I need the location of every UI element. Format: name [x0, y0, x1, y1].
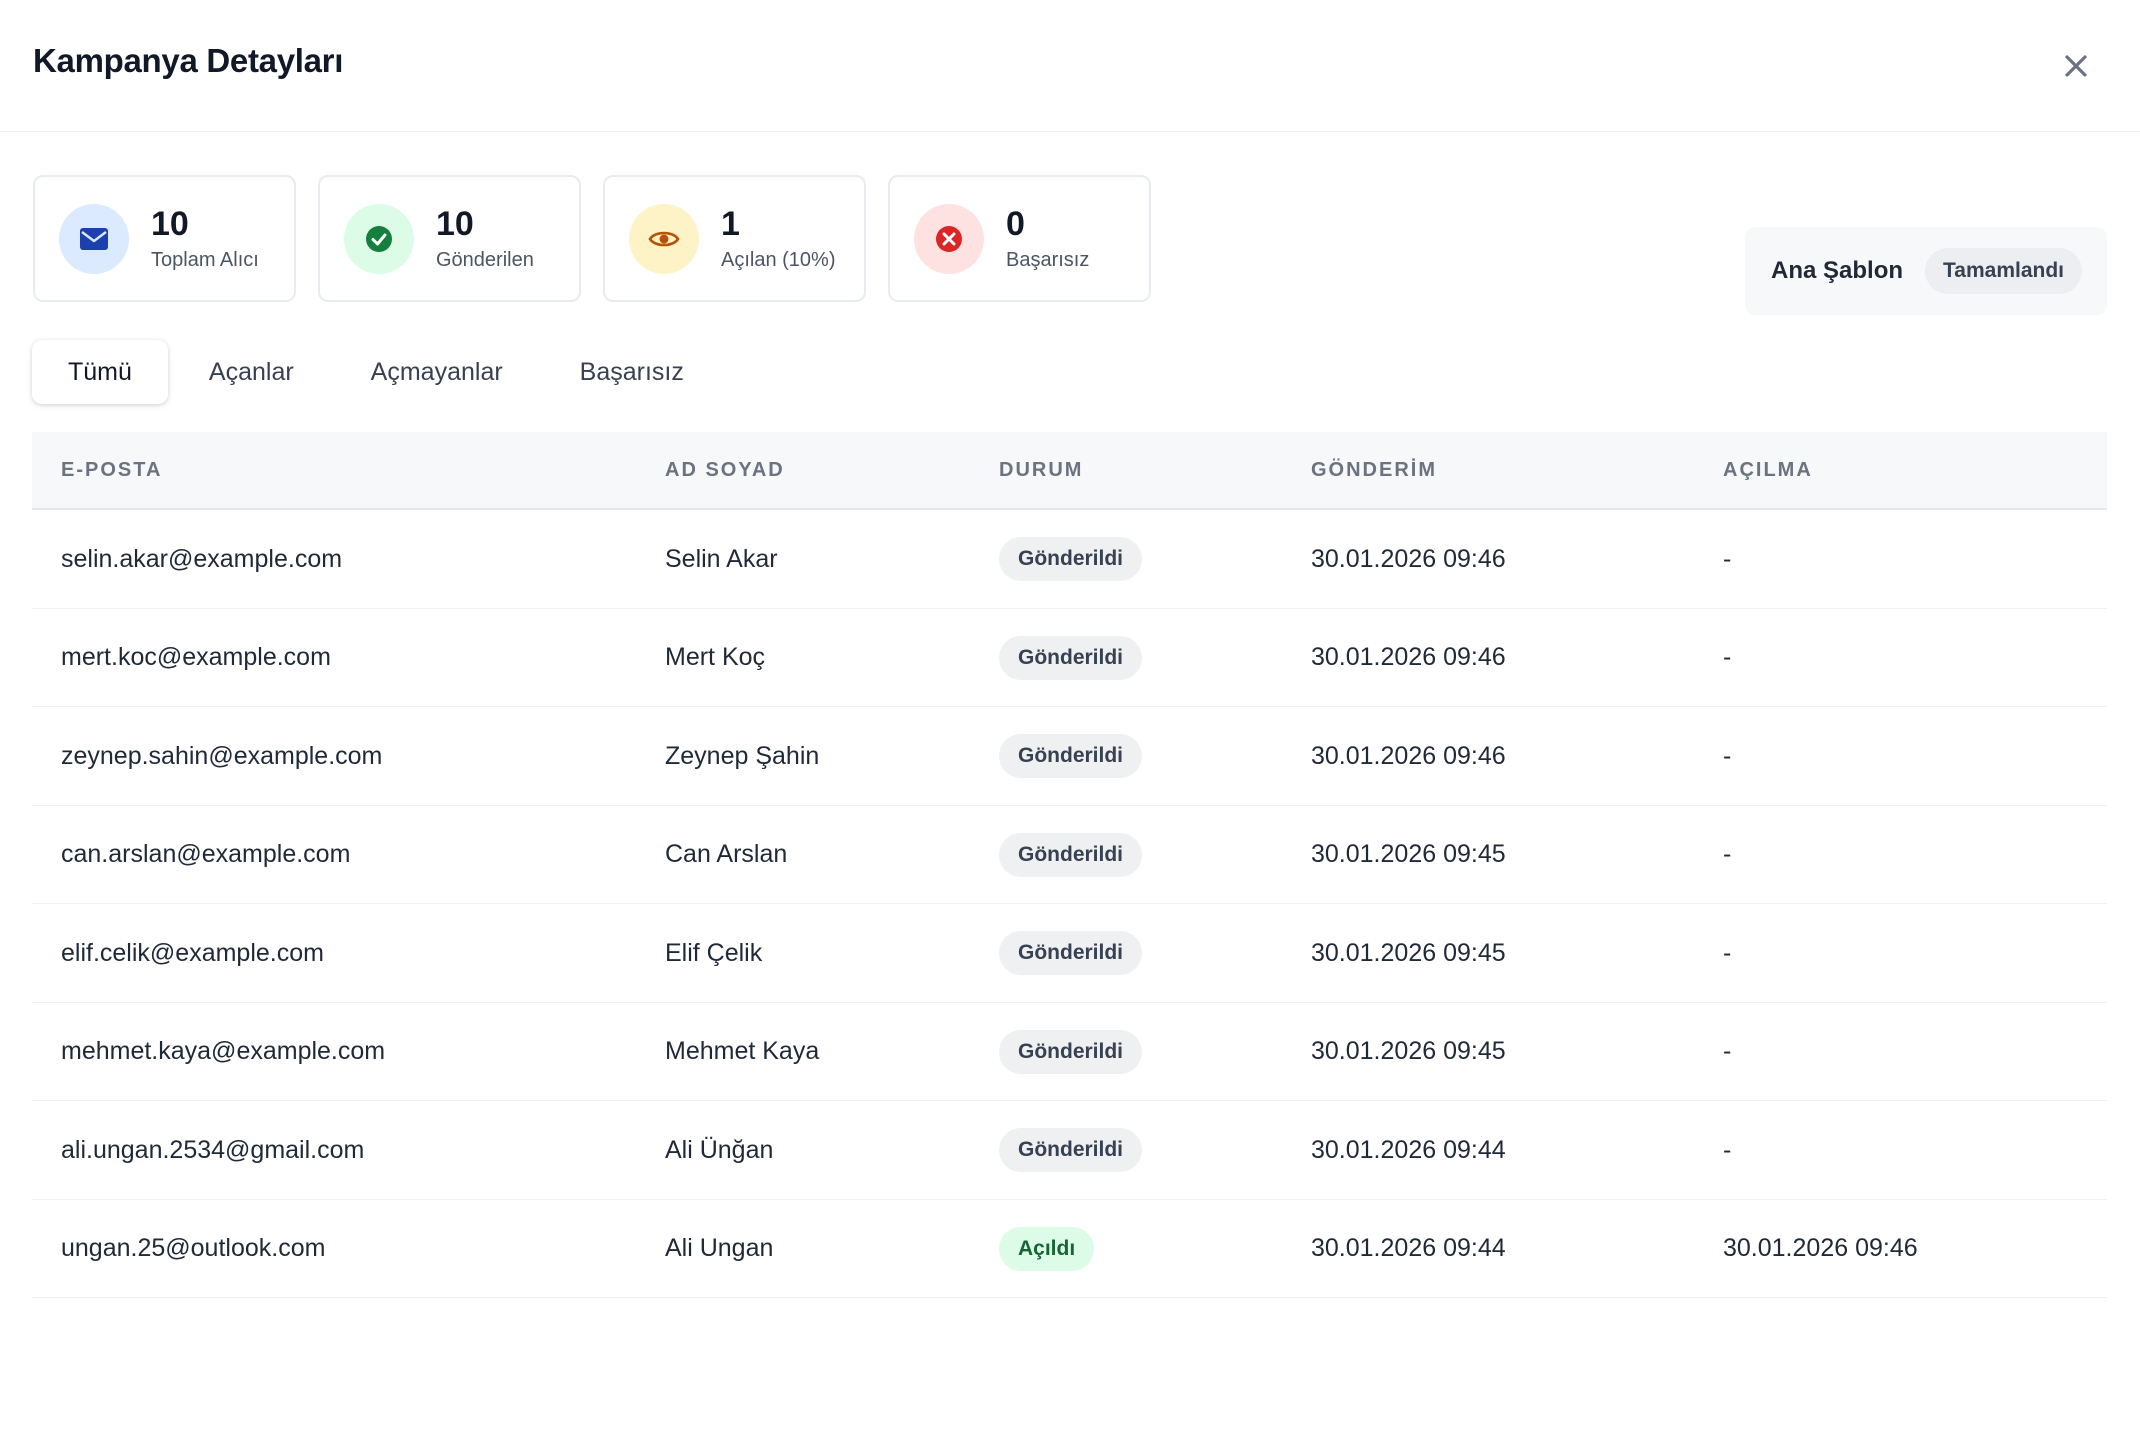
stat-value: 1 — [721, 205, 740, 243]
table-header: E-POSTA AD SOYAD DURUM GÖNDERİM AÇILMA — [32, 432, 2107, 510]
table-row[interactable]: ungan.25@outlook.com Ali Ungan Açıldı 30… — [32, 1200, 2107, 1298]
cell-opened: - — [1723, 643, 1732, 671]
tab-not-opened[interactable]: Açmayanlar — [370, 357, 503, 386]
stat-value: 10 — [151, 205, 189, 243]
eye-icon — [648, 231, 680, 246]
table-row[interactable]: zeynep.sahin@example.com Zeynep Şahin Gö… — [32, 707, 2107, 806]
table-row[interactable]: ali.ungan.2534@gmail.com Ali Ünğan Gönde… — [32, 1101, 2107, 1200]
cell-opened: - — [1723, 1135, 1732, 1164]
stat-card-opened: 1 Açılan (10%) — [603, 175, 866, 302]
cell-opened: - — [1723, 840, 1732, 868]
template-name: Ana Şablon — [1771, 257, 1904, 284]
modal-title: Kampanya Detayları — [33, 42, 344, 79]
cell-email: elif.celik@example.com — [61, 938, 324, 967]
cell-email: zeynep.sahin@example.com — [61, 741, 383, 770]
status-badge: Gönderildi — [999, 931, 1142, 975]
cell-sent: 30.01.2026 09:45 — [1311, 938, 1506, 967]
cell-opened: - — [1723, 544, 1732, 573]
cell-sent: 30.01.2026 09:45 — [1311, 1037, 1506, 1065]
column-header-name[interactable]: AD SOYAD — [665, 458, 785, 481]
tab-opened[interactable]: Açanlar — [208, 357, 294, 386]
tab-failed[interactable]: Başarısız — [579, 357, 684, 386]
envelope-icon — [80, 227, 108, 250]
stat-icon-bg-failed — [914, 203, 984, 274]
stat-label: Açılan (10%) — [721, 249, 836, 271]
cell-sent: 30.01.2026 09:44 — [1311, 1234, 1506, 1262]
recipients-table: E-POSTA AD SOYAD DURUM GÖNDERİM AÇILMA s… — [32, 432, 2107, 1298]
table-row[interactable]: mehmet.kaya@example.com Mehmet Kaya Gönd… — [32, 1003, 2107, 1101]
stat-value: 10 — [436, 205, 474, 243]
cell-email: ungan.25@outlook.com — [61, 1234, 326, 1262]
stat-label: Başarısız — [1006, 249, 1090, 271]
cell-email: mehmet.kaya@example.com — [61, 1037, 386, 1065]
cell-name: Can Arslan — [665, 840, 788, 868]
cell-email: selin.akar@example.com — [61, 544, 343, 573]
check-circle-icon — [366, 225, 392, 252]
cell-email: ali.ungan.2534@gmail.com — [61, 1135, 365, 1164]
column-header-email[interactable]: E-POSTA — [61, 458, 163, 481]
table-row[interactable]: elif.celik@example.com Elif Çelik Gönder… — [32, 904, 2107, 1003]
cell-opened: - — [1723, 741, 1732, 770]
cell-name: Selin Akar — [665, 544, 778, 573]
status-badge: Gönderildi — [999, 832, 1142, 877]
cell-name: Mert Koç — [665, 643, 766, 671]
cell-sent: 30.01.2026 09:46 — [1311, 741, 1506, 770]
filter-tabs: Tümü Açanlar Açmayanlar Başarısız — [32, 340, 725, 404]
stat-icon-bg-total — [59, 203, 129, 274]
stats-row: 10 Toplam Alıcı 10 Gönderilen — [33, 175, 1151, 302]
status-badge: Gönderildi — [999, 1128, 1142, 1172]
stat-label: Toplam Alıcı — [151, 249, 259, 271]
cell-sent: 30.01.2026 09:44 — [1311, 1135, 1506, 1164]
stat-icon-bg-opened — [629, 203, 699, 274]
cell-email: mert.koc@example.com — [61, 643, 331, 671]
table-row[interactable]: can.arslan@example.com Can Arslan Gönder… — [32, 806, 2107, 904]
cell-name: Ali Ünğan — [665, 1135, 774, 1164]
table-row[interactable]: mert.koc@example.com Mert Koç Gönderildi… — [32, 609, 2107, 707]
column-header-sent[interactable]: GÖNDERİM — [1311, 458, 1437, 481]
stat-label: Gönderilen — [436, 249, 534, 271]
table-row[interactable]: selin.akar@example.com Selin Akar Gönder… — [32, 510, 2107, 609]
stat-card-failed: 0 Başarısız — [888, 175, 1151, 302]
status-badge: Açıldı — [999, 1226, 1095, 1271]
close-button[interactable] — [2056, 46, 2096, 86]
stat-card-total-recipients: 10 Toplam Alıcı — [33, 175, 296, 302]
cell-name: Mehmet Kaya — [665, 1037, 820, 1065]
status-badge: Gönderildi — [999, 635, 1142, 680]
cell-opened: - — [1723, 1037, 1732, 1065]
cell-sent: 30.01.2026 09:46 — [1311, 544, 1506, 573]
modal-header: Kampanya Detayları — [0, 0, 2140, 132]
cell-sent: 30.01.2026 09:45 — [1311, 840, 1506, 868]
status-badge: Gönderildi — [999, 1029, 1142, 1074]
stat-icon-bg-sent — [344, 203, 414, 274]
cell-name: Elif Çelik — [665, 938, 763, 967]
status-badge: Gönderildi — [999, 734, 1142, 778]
cell-name: Zeynep Şahin — [665, 741, 820, 770]
x-circle-icon — [936, 225, 962, 252]
cell-opened: - — [1723, 938, 1732, 967]
template-status-badge: Tamamlandı — [1925, 248, 2082, 294]
cell-sent: 30.01.2026 09:46 — [1311, 643, 1506, 671]
cell-opened: 30.01.2026 09:46 — [1723, 1234, 1918, 1262]
cell-name: Ali Ungan — [665, 1234, 774, 1262]
close-icon — [2065, 55, 2087, 77]
stat-card-sent: 10 Gönderilen — [318, 175, 581, 302]
status-badge: Gönderildi — [999, 537, 1142, 581]
template-info: Ana Şablon Tamamlandı — [1745, 227, 2107, 315]
column-header-opened[interactable]: AÇILMA — [1723, 458, 1813, 481]
column-header-status[interactable]: DURUM — [999, 458, 1084, 481]
tab-all[interactable]: Tümü — [32, 340, 168, 404]
cell-email: can.arslan@example.com — [61, 840, 351, 868]
stat-value: 0 — [1006, 205, 1025, 243]
